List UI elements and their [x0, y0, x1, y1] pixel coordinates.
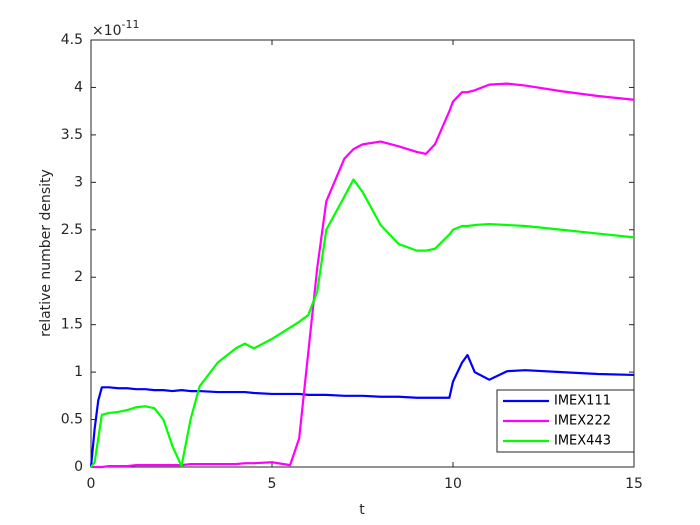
x-tick-label: 15 — [625, 476, 643, 492]
data-line — [91, 82, 635, 469]
y-tick-label: 1.5 — [61, 317, 83, 333]
legend-label: IMEX111 — [554, 394, 611, 409]
plot-box — [90, 39, 635, 468]
legend-label: IMEX443 — [554, 434, 611, 449]
x-tick-label: 0 — [87, 476, 96, 492]
y-tick-label: 4.5 — [61, 32, 83, 48]
y-multiplier-base: ×10 — [92, 23, 122, 39]
y-axis-label: relative number density — [38, 169, 54, 337]
data-line — [90, 178, 635, 468]
y-tick-label: 0 — [74, 459, 83, 475]
y-tick-label: 0.5 — [61, 412, 83, 428]
y-tick-label: 2 — [74, 269, 83, 285]
y-tick-label: 3 — [74, 174, 83, 190]
legend-label: IMEX222 — [554, 414, 611, 429]
y-tick-label: 1 — [74, 364, 83, 380]
x-tick-label: 5 — [268, 476, 277, 492]
legend: IMEX111 IMEX222 IMEX443 — [496, 389, 635, 453]
y-tick-label: 4 — [74, 79, 83, 95]
y-tick-label: 2.5 — [61, 222, 83, 238]
y-multiplier: ×10-11 — [92, 18, 140, 39]
x-axis-label: t — [359, 502, 365, 518]
y-tick-label: 3.5 — [61, 127, 83, 143]
x-tick-label: 10 — [444, 476, 462, 492]
y-multiplier-exponent: -11 — [122, 18, 140, 31]
